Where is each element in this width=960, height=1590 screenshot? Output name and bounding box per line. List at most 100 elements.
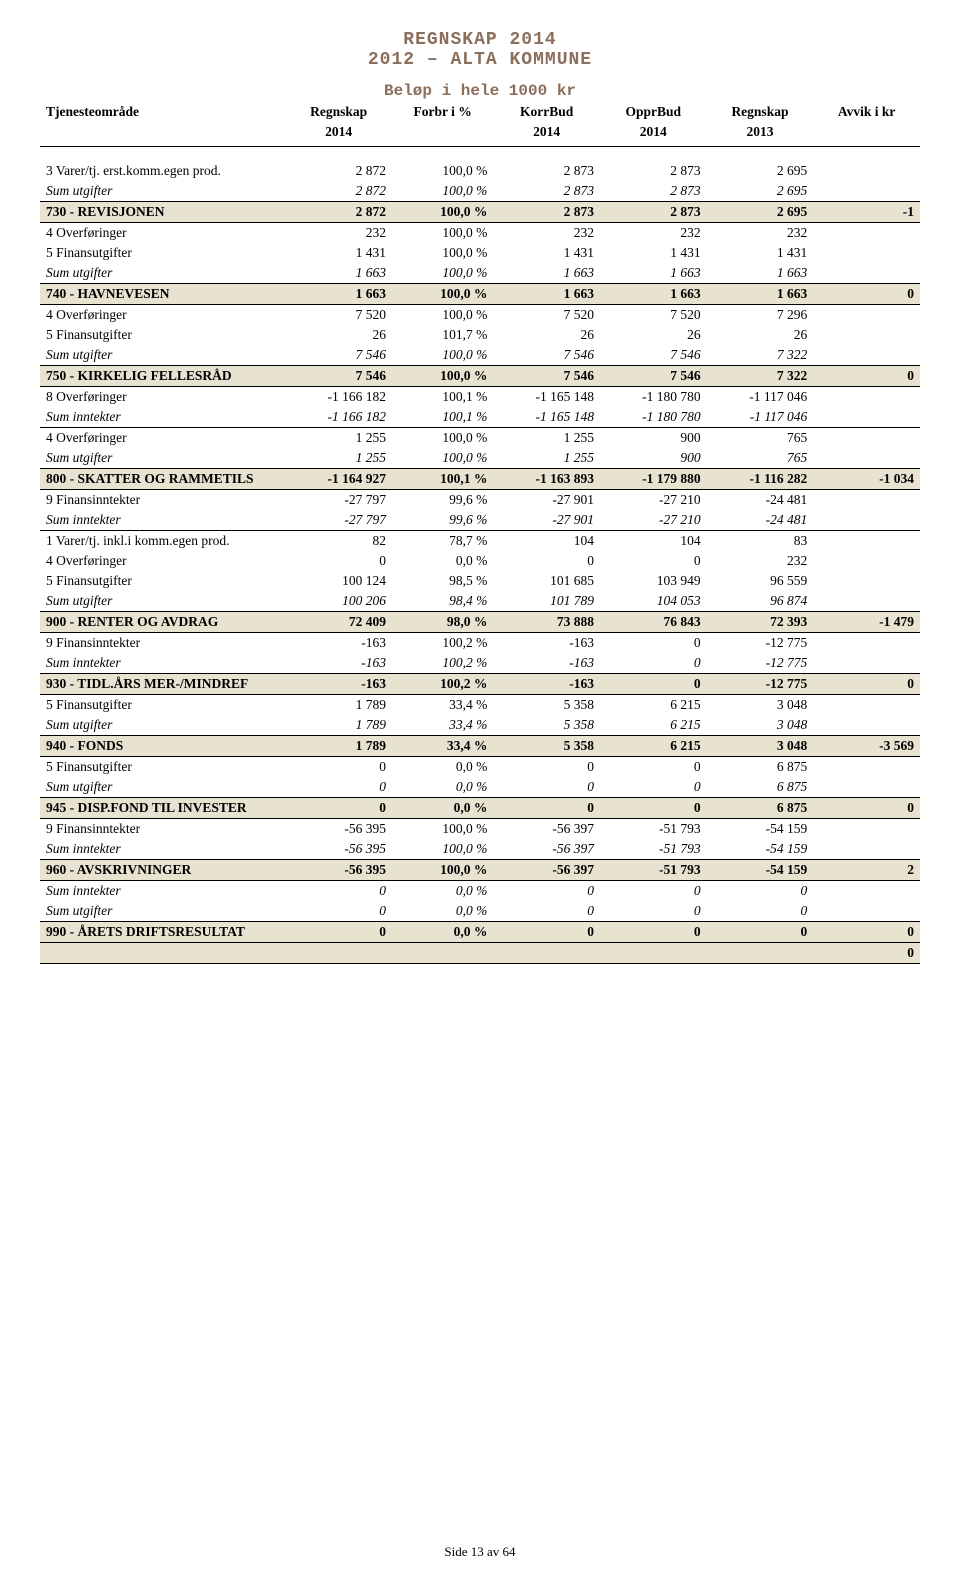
row-label: Sum utgifter bbox=[40, 591, 285, 612]
row-value: 1 663 bbox=[493, 284, 600, 305]
row-value: 0 bbox=[493, 551, 600, 571]
row-value: 6 215 bbox=[600, 695, 707, 716]
row-value bbox=[813, 571, 920, 591]
row-value bbox=[813, 777, 920, 798]
table-row: 960 - AVSKRIVNINGER-56 395100,0 %-56 397… bbox=[40, 860, 920, 881]
row-value: 100,2 % bbox=[392, 633, 493, 654]
table-row: 5 Finansutgifter26101,7 %262626 bbox=[40, 325, 920, 345]
row-label: 800 - SKATTER OG RAMMETILS bbox=[40, 469, 285, 490]
row-value: 0 bbox=[600, 798, 707, 819]
row-value: 0 bbox=[493, 777, 600, 798]
row-value: 6 215 bbox=[600, 736, 707, 757]
row-value: 101,7 % bbox=[392, 325, 493, 345]
row-value bbox=[813, 633, 920, 654]
row-value: 1 789 bbox=[285, 715, 392, 736]
row-value: 33,4 % bbox=[392, 715, 493, 736]
row-value: 900 bbox=[600, 448, 707, 469]
row-value: 100,1 % bbox=[392, 387, 493, 408]
table-row: 900 - RENTER OG AVDRAG72 40998,0 %73 888… bbox=[40, 612, 920, 633]
row-value bbox=[813, 510, 920, 531]
col-regnskap-2013: Regnskap bbox=[707, 102, 814, 122]
report-title-block: REGNSKAP 2014 2012 – ALTA KOMMUNE bbox=[40, 30, 920, 70]
row-value bbox=[813, 263, 920, 284]
row-value: 100,0 % bbox=[392, 263, 493, 284]
row-value: 7 546 bbox=[493, 345, 600, 366]
row-value: 72 393 bbox=[707, 612, 814, 633]
row-label: 4 Overføringer bbox=[40, 305, 285, 326]
row-value: -56 395 bbox=[285, 860, 392, 881]
row-value: -24 481 bbox=[707, 490, 814, 511]
row-value: -54 159 bbox=[707, 860, 814, 881]
table-row: Sum utgifter00,0 %000 bbox=[40, 901, 920, 922]
row-value: -1 180 780 bbox=[600, 407, 707, 428]
table-row: 5 Finansutgifter00,0 %006 875 bbox=[40, 757, 920, 778]
row-value: 104 053 bbox=[600, 591, 707, 612]
row-value: 78,7 % bbox=[392, 531, 493, 552]
table-header-row-2: 2014 2014 2014 2013 bbox=[40, 122, 920, 147]
row-value: 3 048 bbox=[707, 736, 814, 757]
row-value: 1 663 bbox=[707, 284, 814, 305]
row-label: 4 Overføringer bbox=[40, 428, 285, 449]
row-value: -56 395 bbox=[285, 819, 392, 840]
row-value: -56 397 bbox=[493, 819, 600, 840]
row-value: -12 775 bbox=[707, 674, 814, 695]
row-value: 0 bbox=[493, 901, 600, 922]
row-value bbox=[813, 223, 920, 244]
row-label: Sum utgifter bbox=[40, 181, 285, 202]
row-value: 232 bbox=[493, 223, 600, 244]
row-value: 0 bbox=[285, 922, 392, 943]
col-sub-7 bbox=[813, 122, 920, 147]
table-row: Sum inntekter-1 166 182100,1 %-1 165 148… bbox=[40, 407, 920, 428]
row-value: 1 789 bbox=[285, 736, 392, 757]
row-value: 2 872 bbox=[285, 161, 392, 181]
row-value: -163 bbox=[285, 633, 392, 654]
row-value: 26 bbox=[285, 325, 392, 345]
row-value: 101 789 bbox=[493, 591, 600, 612]
row-label: 750 - KIRKELIG FELLESRÅD bbox=[40, 366, 285, 387]
row-value: 100,0 % bbox=[392, 223, 493, 244]
row-value: 0,0 % bbox=[392, 901, 493, 922]
row-value: 1 431 bbox=[707, 243, 814, 263]
col-regnskap-2014: Regnskap bbox=[285, 102, 392, 122]
row-value: -27 210 bbox=[600, 490, 707, 511]
row-label bbox=[40, 943, 285, 964]
row-value: 0 bbox=[285, 881, 392, 902]
row-value: 6 875 bbox=[707, 777, 814, 798]
row-value: -1 165 148 bbox=[493, 407, 600, 428]
row-value: 0,0 % bbox=[392, 922, 493, 943]
table-row: 8 Overføringer-1 166 182100,1 %-1 165 14… bbox=[40, 387, 920, 408]
row-value: 0 bbox=[600, 551, 707, 571]
row-value: -27 901 bbox=[493, 510, 600, 531]
row-value bbox=[813, 591, 920, 612]
row-value: 232 bbox=[707, 551, 814, 571]
title-line-1: REGNSKAP 2014 bbox=[40, 30, 920, 50]
row-label: 1 Varer/tj. inkl.i komm.egen prod. bbox=[40, 531, 285, 552]
row-value: 2 873 bbox=[493, 161, 600, 181]
row-value: -1 117 046 bbox=[707, 407, 814, 428]
row-label: 990 - ÅRETS DRIFTSRESULTAT bbox=[40, 922, 285, 943]
row-value: 7 546 bbox=[285, 366, 392, 387]
table-row: 740 - HAVNEVESEN1 663100,0 %1 6631 6631 … bbox=[40, 284, 920, 305]
table-row: 5 Finansutgifter1 431100,0 %1 4311 4311 … bbox=[40, 243, 920, 263]
row-label: Sum utgifter bbox=[40, 345, 285, 366]
row-value: -163 bbox=[493, 674, 600, 695]
row-value: 1 663 bbox=[285, 263, 392, 284]
row-value: 7 322 bbox=[707, 366, 814, 387]
table-row: 5 Finansutgifter100 12498,5 %101 685103 … bbox=[40, 571, 920, 591]
row-label: 960 - AVSKRIVNINGER bbox=[40, 860, 285, 881]
row-value: -1 179 880 bbox=[600, 469, 707, 490]
row-value: 232 bbox=[707, 223, 814, 244]
row-value bbox=[813, 325, 920, 345]
row-value: -1 180 780 bbox=[600, 387, 707, 408]
row-value: 0,0 % bbox=[392, 551, 493, 571]
row-value: 100,0 % bbox=[392, 345, 493, 366]
row-value: 7 296 bbox=[707, 305, 814, 326]
table-row: Sum utgifter1 663100,0 %1 6631 6631 663 bbox=[40, 263, 920, 284]
row-value: 100 124 bbox=[285, 571, 392, 591]
col-korrbud: KorrBud bbox=[493, 102, 600, 122]
table-row: 9 Finansinntekter-163100,2 %-1630-12 775 bbox=[40, 633, 920, 654]
table-header-row-1: Tjenesteområde Regnskap Forbr i % KorrBu… bbox=[40, 102, 920, 122]
col-forbr-pct: Forbr i % bbox=[392, 102, 493, 122]
row-label: 940 - FONDS bbox=[40, 736, 285, 757]
row-value: 0 bbox=[600, 633, 707, 654]
